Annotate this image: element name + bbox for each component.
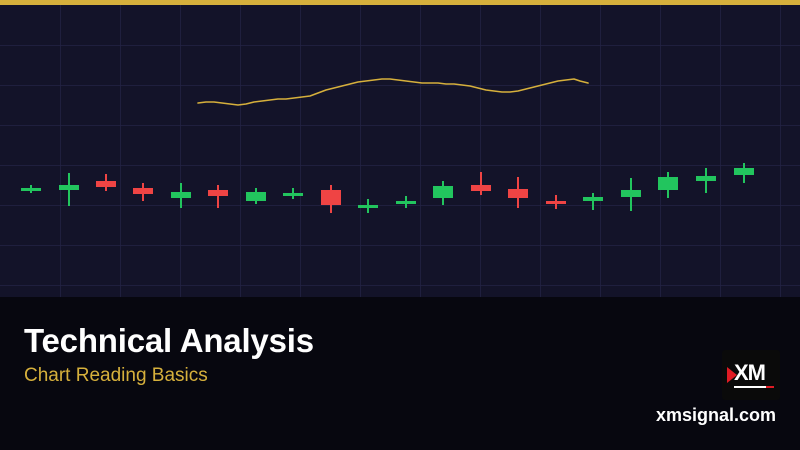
candlestick [246,5,266,297]
gridline-vertical [360,5,361,297]
candlestick-body [546,201,566,204]
candlestick [321,5,341,297]
candlestick-body [208,190,228,196]
gridline-horizontal [0,205,800,206]
gridline-vertical [780,5,781,297]
gridline-vertical [300,5,301,297]
candlestick-body [246,192,266,201]
candlestick-body [734,168,754,175]
candlestick [621,5,641,297]
candlestick-body [59,185,79,190]
candlestick [396,5,416,297]
top-accent-bar [0,0,800,5]
gridline-vertical [120,5,121,297]
candlestick [583,5,603,297]
candlestick [208,5,228,297]
xm-logo-text: XM [734,360,766,385]
candlestick-body [621,190,641,197]
candlestick-body [508,189,528,198]
candlestick-body [321,190,341,205]
candlestick-body [471,185,491,191]
candlestick [96,5,116,297]
gridline-vertical [180,5,181,297]
candlestick-body [696,176,716,181]
gridline-vertical [480,5,481,297]
candlestick [546,5,566,297]
candlestick [358,5,378,297]
candlestick [508,5,528,297]
gridline-vertical [240,5,241,297]
page-subtitle: Chart Reading Basics [24,365,208,386]
gridline-vertical [660,5,661,297]
candlestick-body [96,181,116,187]
candlestick-body [358,205,378,208]
candlestick-body [583,197,603,201]
xm-logo-inner: XM [722,350,780,400]
candlestick-body [658,177,678,190]
footer-panel: Technical Analysis Chart Reading Basics … [0,297,800,450]
moving-average-line [197,78,589,106]
gridline-horizontal [0,165,800,166]
candlestick [59,5,79,297]
candlestick [21,5,41,297]
gridline-horizontal [0,125,800,126]
candlestick [658,5,678,297]
candlestick [696,5,716,297]
gridline-horizontal [0,245,800,246]
candlestick-wick [217,185,219,208]
candlestick-body [283,193,303,196]
candlestick-wick [592,193,594,210]
logo-underline-red [766,386,774,388]
chart-gridlines [0,5,800,297]
gridline-vertical [420,5,421,297]
gridline-vertical [720,5,721,297]
candlestick [433,5,453,297]
candlestick [171,5,191,297]
gridline-vertical [600,5,601,297]
candlestick-wick [480,172,482,195]
xm-logo[interactable]: XM [722,350,780,400]
candlestick-body [133,188,153,194]
logo-underline-white [734,386,766,388]
candlestick-chart-panel[interactable] [0,5,800,297]
candlestick-body [21,188,41,191]
candlestick-series [0,5,800,297]
candlestick-body [396,201,416,204]
gridline-horizontal [0,285,800,286]
page-title: Technical Analysis [24,322,314,359]
candlestick [471,5,491,297]
candlestick [133,5,153,297]
website-label: xmsignal.com [655,405,776,425]
candlestick [734,5,754,297]
candlestick-body [433,186,453,198]
gridline-vertical [60,5,61,297]
candlestick-body [171,192,191,198]
gridline-horizontal [0,45,800,46]
gridline-horizontal [0,85,800,86]
gridline-vertical [540,5,541,297]
triangle-icon [727,367,737,383]
candlestick [283,5,303,297]
